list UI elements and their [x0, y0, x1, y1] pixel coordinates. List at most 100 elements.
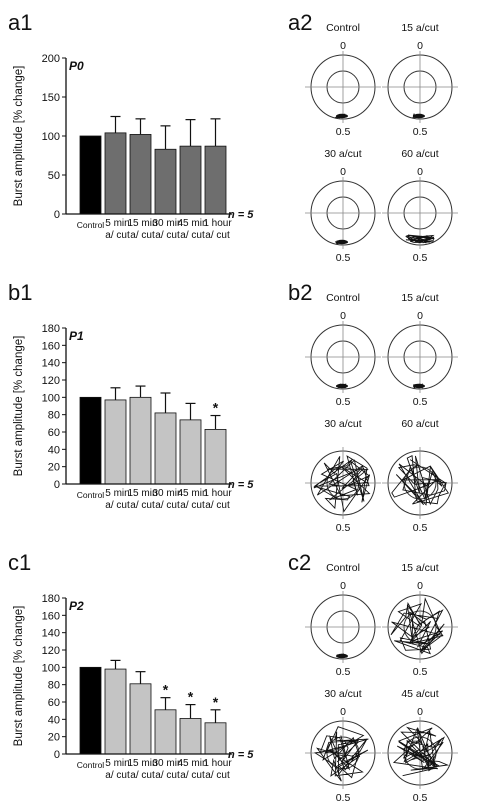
y-tick-label: 100 [42, 131, 60, 143]
y-tick-label: 180 [42, 323, 60, 335]
polar-cluster [336, 113, 348, 119]
chart-title: P0 [69, 59, 84, 73]
polar-title: 15 a/cut [401, 292, 438, 304]
bar [179, 145, 202, 215]
y-axis-label: Burst amplitude [% change] [13, 336, 25, 477]
polar-top-label: 0 [417, 166, 423, 178]
polar-top-label: 0 [340, 580, 346, 592]
polar-bottom-label: 0.5 [336, 252, 351, 264]
polar-cluster [336, 653, 348, 659]
polar-top-label: 0 [417, 580, 423, 592]
x-tick-label: a/ cut [180, 230, 205, 241]
polar-trace [313, 726, 369, 782]
panel-label: b1 [8, 280, 32, 305]
polar-trace [313, 455, 371, 513]
chart-title: P1 [69, 329, 84, 343]
x-tick-label: 15 min [127, 758, 157, 769]
y-axis-label: Burst amplitude [% change] [13, 66, 25, 207]
y-tick-label: 50 [48, 170, 60, 182]
x-tick-label: a/ cut [130, 500, 155, 511]
n-label: n = 5 [228, 749, 254, 761]
x-tick-label: a/ cut [130, 230, 155, 241]
polar-title: 60 a/cut [401, 148, 438, 160]
significance-star: * [213, 400, 219, 416]
x-tick-label: a/ cut [205, 230, 230, 241]
n-label: n = 5 [228, 209, 254, 221]
bar [104, 399, 127, 485]
x-tick-label: Control [77, 490, 105, 500]
polar-bottom-label: 0.5 [336, 126, 351, 138]
y-tick-label: 20 [48, 462, 60, 474]
significance-star: * [213, 694, 219, 710]
polar-top-label: 0 [417, 706, 423, 718]
polar-title: Control [326, 292, 360, 304]
polar-trace [390, 597, 445, 655]
x-tick-label: Control [77, 220, 105, 230]
x-tick-label: 30 min [152, 488, 182, 499]
bar [129, 134, 152, 215]
polar-bottom-label: 0.5 [413, 126, 428, 138]
polar-plot: Control 0 0.5 [305, 22, 381, 138]
x-tick-label: 30 min [152, 218, 182, 229]
x-tick-label: a/ cut [155, 230, 180, 241]
x-tick-label: 5 min [105, 758, 129, 769]
x-tick-label: 45 min [177, 488, 207, 499]
polar-title: 60 a/cut [401, 418, 438, 430]
x-tick-label: 30 min [152, 758, 182, 769]
polar-title: 30 a/cut [324, 688, 361, 700]
n-label: n = 5 [228, 479, 254, 491]
polar-bottom-label: 0.5 [413, 522, 428, 534]
bar [179, 419, 202, 485]
y-tick-label: 100 [42, 392, 60, 404]
y-tick-label: 0 [54, 749, 60, 761]
y-tick-label: 140 [42, 628, 60, 640]
x-tick-label: Control [77, 760, 105, 770]
polar-plot: 60 a/cut 0 0.5 [382, 148, 458, 264]
x-tick-label: a/ cut [205, 500, 230, 511]
y-tick-label: 120 [42, 645, 60, 657]
polar-bottom-label: 0.5 [413, 666, 428, 678]
polar-bottom-label: 0.5 [336, 792, 351, 804]
chart-title: P2 [69, 599, 84, 613]
y-axis-label: Burst amplitude [% change] [13, 606, 25, 747]
polar-plot: 15 a/cut 0 0.5 [382, 562, 458, 678]
bar [204, 428, 227, 485]
y-tick-label: 60 [48, 427, 60, 439]
x-tick-label: 45 min [177, 218, 207, 229]
polar-top-label: 0 [340, 310, 346, 322]
polar-bottom-label: 0.5 [413, 252, 428, 264]
panel-label: a1 [8, 10, 32, 35]
y-tick-label: 100 [42, 662, 60, 674]
significance-star: * [163, 682, 169, 698]
bar [129, 683, 152, 755]
polar-top-label: 0 [417, 40, 423, 52]
bar [154, 709, 177, 755]
polar-top-label: 0 [340, 40, 346, 52]
x-tick-label: 15 min [127, 218, 157, 229]
x-tick-label: a/ cut [180, 770, 205, 781]
polar-bottom-label: 0.5 [336, 666, 351, 678]
y-tick-label: 20 [48, 732, 60, 744]
polar-top-label: 0 [417, 310, 423, 322]
x-tick-label: a/ cut [105, 770, 130, 781]
bar [79, 135, 102, 215]
y-tick-label: 200 [42, 53, 60, 65]
polar-cluster [413, 383, 425, 389]
polar-title: 30 a/cut [324, 418, 361, 430]
x-tick-label: a/ cut [205, 770, 230, 781]
x-tick-label: 1 hour [203, 488, 232, 499]
polar-panel-label: b2 [288, 280, 312, 305]
polar-top-label: 0 [340, 706, 346, 718]
panel-b1: b1 b2 0 20 40 60 80 100 120 140 160 180 Burst amplit… [8, 280, 458, 534]
polar-bottom-label: 0.5 [336, 522, 351, 534]
polar-top-label: 0 [340, 166, 346, 178]
polar-plot: 15 a/cut 0 0.5 [382, 292, 458, 408]
bar [204, 145, 227, 215]
polar-trace [391, 455, 450, 506]
x-tick-label: 1 hour [203, 218, 232, 229]
polar-bottom-label: 0.5 [413, 396, 428, 408]
panel-c1: c1 c2 0 20 40 60 80 100 120 140 160 180 Burst amplit… [8, 550, 458, 804]
bar [129, 396, 152, 485]
y-tick-label: 60 [48, 697, 60, 709]
